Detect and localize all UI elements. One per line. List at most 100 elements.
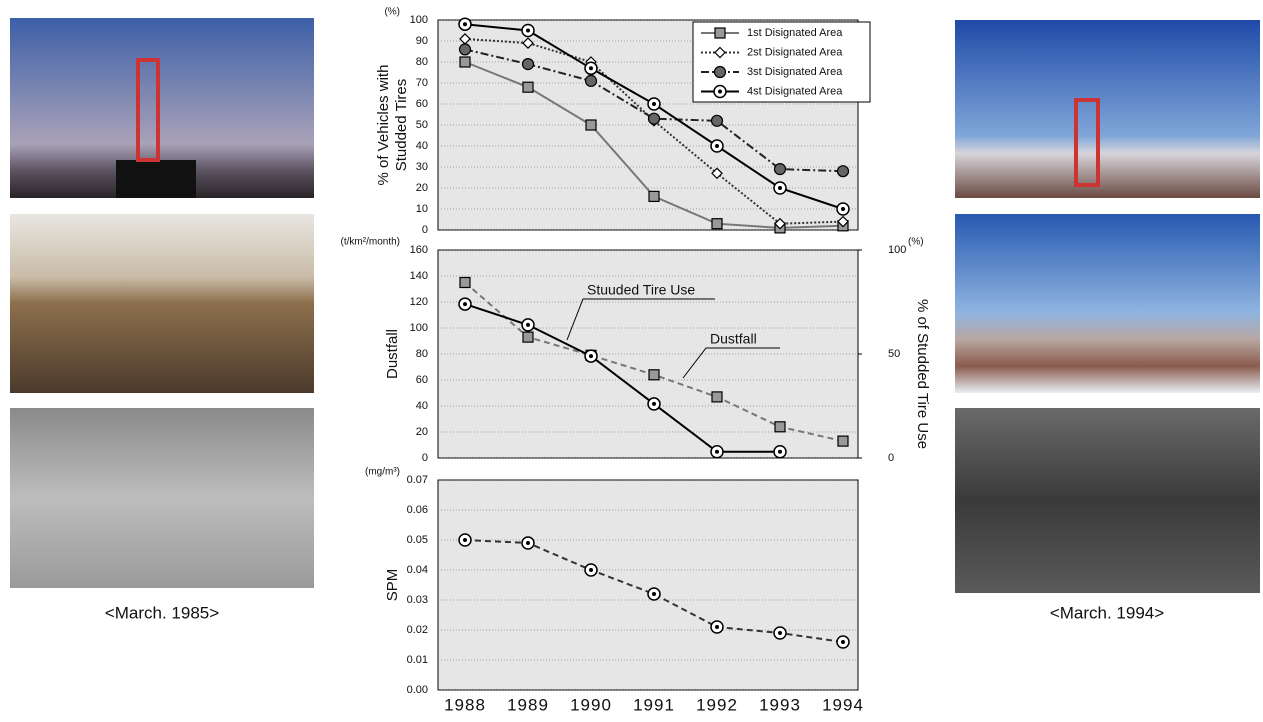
annotation-leader: [682, 347, 780, 379]
marker: [521, 57, 535, 71]
caption: <March. 1985>: [105, 603, 219, 622]
y-tick-label: 0.01: [407, 654, 428, 666]
marker: [711, 218, 723, 230]
marker: [647, 112, 661, 125]
annotation-leader: [566, 298, 715, 341]
x-tick-label: 1990: [570, 695, 612, 714]
marker-dot: [778, 186, 782, 190]
y-tick-label: 20: [416, 426, 428, 438]
photo: [955, 408, 1260, 593]
marker: [711, 391, 723, 403]
marker: [711, 167, 723, 180]
y-tick-label: 120: [410, 296, 428, 308]
marker: [585, 119, 597, 131]
photo: [10, 214, 314, 393]
marker: [836, 165, 850, 178]
y-axis-label: Studded Tires: [393, 79, 410, 172]
marker-dot: [652, 102, 656, 106]
y-tick-label: 20: [416, 182, 428, 194]
legend-marker: [714, 46, 726, 59]
marker-dot: [526, 28, 530, 33]
legend-marker: [713, 65, 727, 79]
y-tick-label: 10: [416, 203, 428, 215]
marker: [522, 37, 534, 49]
legend-label: 1st Disignated Area: [747, 27, 843, 39]
annotation: Dustfall: [710, 331, 757, 347]
y-tick-label: 0: [422, 224, 428, 236]
marker: [710, 114, 724, 127]
y-tick-label: 0.05: [407, 534, 428, 546]
marker: [837, 435, 849, 447]
x-tick-label: 1992: [696, 695, 738, 714]
y2-unit: (%): [908, 237, 924, 248]
marker-dot: [526, 541, 530, 545]
x-tick-label: 1988: [444, 695, 486, 714]
y-tick-label: 0.02: [407, 624, 428, 636]
plot-area: [437, 479, 859, 691]
photo-detail: [136, 58, 160, 162]
y-tick-label: 90: [416, 35, 428, 47]
photo: [10, 408, 314, 588]
y-tick-label: 0.03: [407, 594, 428, 606]
marker-dot: [652, 592, 656, 596]
marker-dot: [718, 89, 722, 94]
y-unit: (%): [384, 7, 400, 18]
marker-dot: [841, 207, 845, 211]
annotation: Stuuded Tire Use: [587, 282, 695, 298]
marker-dot: [652, 401, 656, 406]
photo-detail: [1074, 98, 1100, 187]
photo-detail: [116, 160, 196, 198]
y-tick-label: 40: [416, 400, 428, 412]
y-tick-label: 0.04: [407, 564, 428, 576]
caption: <March. 1994>: [1050, 603, 1164, 622]
marker-dot: [715, 625, 719, 629]
photo: [955, 20, 1260, 198]
y-tick-label: 0.00: [407, 684, 428, 696]
y2-tick-label: 100: [888, 244, 906, 256]
marker-dot: [589, 354, 593, 359]
y-tick-label: 80: [416, 56, 428, 68]
y-tick-label: 0: [422, 452, 428, 464]
marker-dot: [589, 568, 593, 572]
marker: [458, 43, 472, 56]
y-tick-label: 40: [416, 140, 428, 152]
marker: [648, 369, 660, 381]
y-tick-label: 60: [416, 98, 428, 110]
marker-dot: [715, 144, 719, 148]
y-tick-label: 80: [416, 348, 428, 360]
y-tick-label: 0.06: [407, 504, 428, 516]
y-tick-label: 100: [410, 322, 428, 334]
marker-dot: [463, 22, 467, 27]
x-tick-label: 1989: [507, 695, 549, 714]
marker: [774, 421, 786, 433]
marker-dot: [715, 449, 719, 454]
photo: [955, 214, 1260, 393]
y-tick-label: 70: [416, 77, 428, 89]
legend-label: 3st Disignated Area: [747, 66, 843, 78]
marker: [459, 276, 471, 289]
marker: [773, 163, 787, 176]
x-tick-label: 1993: [759, 695, 801, 714]
marker-dot: [778, 631, 782, 635]
marker: [522, 81, 534, 93]
marker-dot: [841, 640, 845, 644]
y2-tick-label: 0: [888, 452, 894, 464]
y-tick-label: 100: [410, 14, 428, 26]
y-tick-label: 160: [410, 244, 428, 256]
legend-label: 4st Disignated Area: [747, 85, 843, 97]
marker-dot: [526, 322, 530, 327]
y-tick-label: 50: [416, 119, 428, 131]
marker-dot: [778, 449, 782, 454]
marker: [837, 215, 849, 228]
photos: [10, 18, 1260, 593]
y-unit: (t/km²/month): [341, 237, 400, 248]
marker: [584, 74, 598, 88]
series-line: [464, 303, 780, 453]
legend-marker: [714, 27, 726, 39]
y2-tick-label: 50: [888, 348, 900, 360]
y-tick-label: 140: [410, 270, 428, 282]
y-axis-label: Dustfall: [384, 329, 401, 379]
y-tick-label: 30: [416, 161, 428, 173]
y-unit: (mg/m³): [365, 467, 400, 478]
marker-dot: [463, 538, 467, 542]
